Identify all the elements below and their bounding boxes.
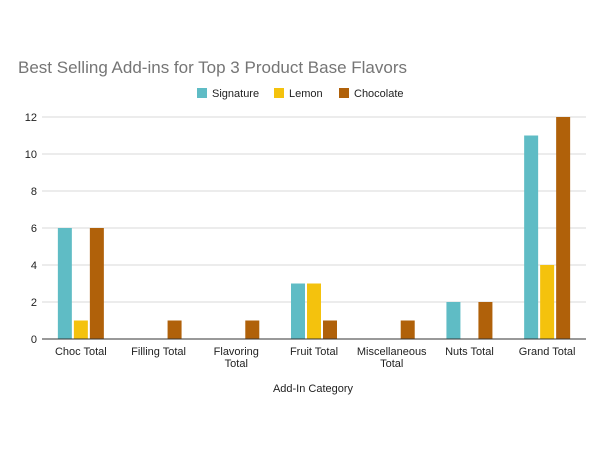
y-tick-label: 8 <box>31 186 37 198</box>
y-axis-ticks: 0 2 4 6 8 10 12 <box>25 112 37 346</box>
x-tick-label: Nuts Total <box>445 346 494 358</box>
bar-chocolate-2 <box>245 320 260 339</box>
bar-lemon-0 <box>73 320 88 339</box>
bar-signature-0 <box>57 228 72 339</box>
legend-swatch-signature <box>197 88 207 98</box>
bar-chocolate-1 <box>167 320 182 339</box>
y-tick-label: 12 <box>25 112 37 124</box>
y-tick-label: 4 <box>31 260 37 272</box>
bars <box>57 117 571 339</box>
bar-chocolate-4 <box>400 320 415 339</box>
legend-label-signature: Signature <box>212 88 259 100</box>
y-tick-label: 6 <box>31 223 37 235</box>
bar-chocolate-6 <box>556 117 571 339</box>
x-axis-title: Add-In Category <box>273 383 354 395</box>
bar-signature-6 <box>524 135 539 339</box>
bar-signature-3 <box>291 283 305 339</box>
legend-label-lemon: Lemon <box>289 88 323 100</box>
y-tick-label: 2 <box>31 297 37 309</box>
legend-swatch-chocolate <box>339 88 349 98</box>
legend-label-chocolate: Chocolate <box>354 88 404 100</box>
bar-lemon-3 <box>307 283 321 339</box>
x-tick-label: Fruit Total <box>290 346 338 358</box>
x-tick-label: Miscellaneous Total <box>357 346 427 370</box>
x-tick-label: Flavoring Total <box>214 346 259 370</box>
chart-title: Best Selling Add-ins for Top 3 Product B… <box>18 58 407 77</box>
x-axis-ticks: Choc Total Filling Total Flavoring Total Fru… <box>55 346 576 370</box>
x-tick-label: Filling Total <box>131 346 186 358</box>
bar-signature-5 <box>446 302 461 339</box>
x-tick-label: Choc Total <box>55 346 107 358</box>
bar-chocolate-5 <box>478 302 493 339</box>
bar-lemon-6 <box>540 265 555 339</box>
x-tick-label: Grand Total <box>519 346 576 358</box>
gridlines <box>42 116 586 303</box>
y-tick-label: 10 <box>25 149 37 161</box>
bar-chocolate-0 <box>89 228 104 339</box>
legend: Signature Lemon Chocolate <box>197 88 404 100</box>
y-tick-label: 0 <box>31 334 37 346</box>
bar-chocolate-3 <box>323 320 337 339</box>
legend-swatch-lemon <box>274 88 284 98</box>
